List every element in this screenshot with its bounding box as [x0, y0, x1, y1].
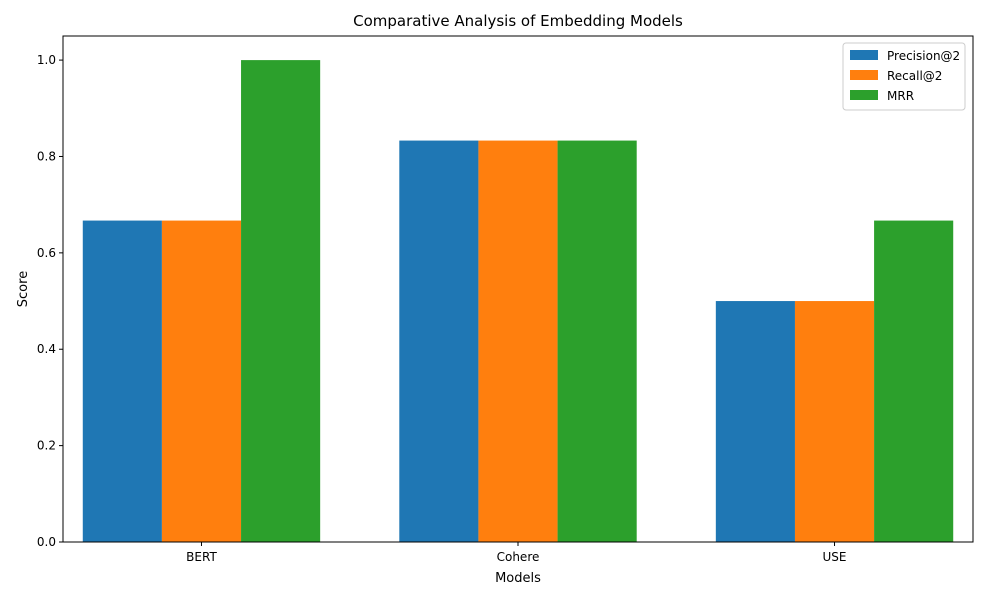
- bar-mrr-cohere: [557, 140, 637, 542]
- bar-mrr-use: [874, 220, 954, 542]
- legend-swatch-mrr: [850, 90, 878, 100]
- bar-precision-2-bert: [82, 220, 162, 542]
- y-tick-label: 0.4: [37, 342, 56, 356]
- bar-recall-2-use: [794, 301, 875, 542]
- y-tick-label: 1.0: [37, 53, 56, 67]
- y-axis-label: Score: [16, 271, 31, 307]
- legend-label-precision-2: Precision@2: [887, 49, 960, 63]
- legend: Precision@2 Recall@2 MRR: [842, 42, 966, 111]
- y-tick-label: 0.8: [37, 149, 56, 163]
- y-tick-label: 0.6: [37, 246, 56, 260]
- legend-label-recall-2: Recall@2: [887, 69, 942, 83]
- bar-precision-2-cohere: [399, 140, 479, 542]
- chart-title: Comparative Analysis of Embedding Models: [353, 12, 683, 30]
- legend-items: Precision@2 Recall@2 MRR: [850, 49, 960, 103]
- x-axis-ticks: BERT Cohere USE: [186, 542, 847, 564]
- legend-swatch-precision-2: [850, 50, 878, 60]
- bars-layer: [82, 60, 954, 542]
- y-axis-ticks: 0.0 0.2 0.4 0.6 0.8 1.0: [37, 53, 63, 549]
- x-tick-label-cohere: Cohere: [497, 550, 540, 564]
- legend-swatch-recall-2: [850, 70, 878, 80]
- x-tick-label-bert: BERT: [186, 550, 217, 564]
- x-axis-label: Models: [495, 571, 541, 586]
- y-tick-label: 0.0: [37, 535, 56, 549]
- legend-label-mrr: MRR: [887, 89, 914, 103]
- y-tick-label: 0.2: [37, 439, 56, 453]
- bar-precision-2-use: [715, 301, 795, 542]
- bar-recall-2-bert: [161, 220, 242, 542]
- x-tick-label-use: USE: [823, 550, 847, 564]
- bar-recall-2-cohere: [478, 140, 558, 542]
- bar-mrr-bert: [241, 60, 321, 542]
